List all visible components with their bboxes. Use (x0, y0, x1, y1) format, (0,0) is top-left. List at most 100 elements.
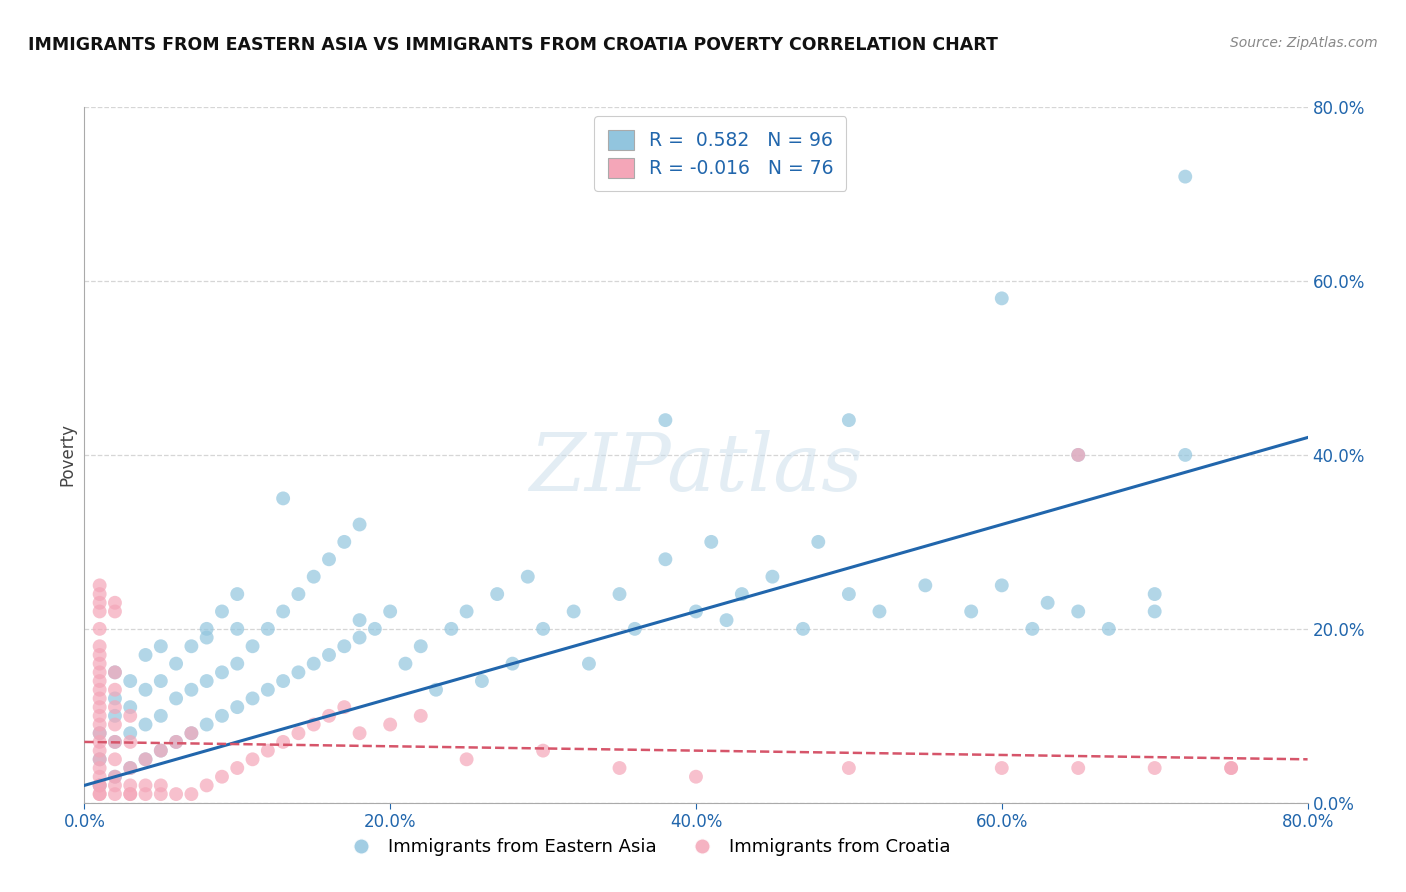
Point (456, 605, 478, 619)
Point (211, 708, 233, 723)
Point (89, 648, 111, 662)
Point (120, 735, 142, 749)
Point (440, 622, 463, 636)
Point (318, 552, 340, 566)
Point (364, 622, 387, 636)
Point (1098, 622, 1121, 636)
Point (960, 605, 983, 619)
Point (1143, 605, 1166, 619)
Point (165, 657, 187, 671)
Point (89, 752, 111, 766)
Point (792, 622, 814, 636)
Point (685, 770, 707, 784)
Point (869, 605, 891, 619)
Point (578, 657, 600, 671)
Point (104, 787, 127, 801)
Point (456, 752, 478, 766)
Point (991, 291, 1014, 305)
Point (257, 744, 280, 758)
Point (1067, 448, 1090, 462)
Point (531, 622, 554, 636)
Point (609, 761, 631, 775)
Y-axis label: Poverty: Poverty (58, 424, 76, 486)
Point (104, 700, 127, 714)
Point (349, 517, 371, 532)
Point (135, 717, 157, 731)
Point (89, 778, 111, 793)
Point (104, 735, 127, 749)
Point (516, 570, 538, 584)
Point (149, 708, 172, 723)
Point (1036, 596, 1059, 610)
Point (1067, 761, 1090, 775)
Point (409, 639, 432, 653)
Point (89, 787, 111, 801)
Point (838, 413, 860, 427)
Point (471, 674, 494, 689)
Point (89, 761, 111, 775)
Point (180, 682, 202, 697)
Point (318, 708, 340, 723)
Point (149, 639, 172, 653)
Point (333, 700, 356, 714)
Point (135, 682, 157, 697)
Point (242, 752, 264, 766)
Point (1067, 448, 1090, 462)
Legend: Immigrants from Eastern Asia, Immigrants from Croatia: Immigrants from Eastern Asia, Immigrants… (336, 831, 957, 863)
Point (1174, 448, 1197, 462)
Point (89, 674, 111, 689)
Point (425, 682, 447, 697)
Point (349, 613, 371, 627)
Point (180, 787, 202, 801)
Point (89, 691, 111, 706)
Point (242, 691, 264, 706)
Point (195, 717, 218, 731)
Point (89, 770, 111, 784)
Point (120, 787, 142, 801)
Point (89, 596, 111, 610)
Point (135, 752, 157, 766)
Point (271, 674, 294, 689)
Point (807, 534, 830, 549)
Point (89, 622, 111, 636)
Point (89, 726, 111, 740)
Point (89, 665, 111, 680)
Point (1220, 761, 1243, 775)
Point (135, 648, 157, 662)
Point (731, 587, 754, 601)
Point (287, 665, 309, 680)
Point (302, 717, 325, 731)
Point (1174, 169, 1197, 184)
Point (104, 605, 127, 619)
Point (1143, 761, 1166, 775)
Point (226, 622, 249, 636)
Point (89, 708, 111, 723)
Point (242, 639, 264, 653)
Point (380, 605, 402, 619)
Point (104, 596, 127, 610)
Point (149, 674, 172, 689)
Point (104, 682, 127, 697)
Text: Source: ZipAtlas.com: Source: ZipAtlas.com (1230, 36, 1378, 50)
Point (104, 752, 127, 766)
Point (287, 726, 309, 740)
Point (104, 735, 127, 749)
Point (180, 726, 202, 740)
Point (318, 648, 340, 662)
Point (149, 744, 172, 758)
Point (180, 639, 202, 653)
Point (120, 700, 142, 714)
Point (120, 761, 142, 775)
Point (991, 761, 1014, 775)
Point (838, 587, 860, 601)
Point (1220, 761, 1243, 775)
Point (838, 761, 860, 775)
Point (302, 570, 325, 584)
Point (89, 778, 111, 793)
Point (104, 770, 127, 784)
Point (149, 778, 172, 793)
Point (104, 665, 127, 680)
Point (226, 761, 249, 775)
Point (380, 717, 402, 731)
Point (211, 665, 233, 680)
